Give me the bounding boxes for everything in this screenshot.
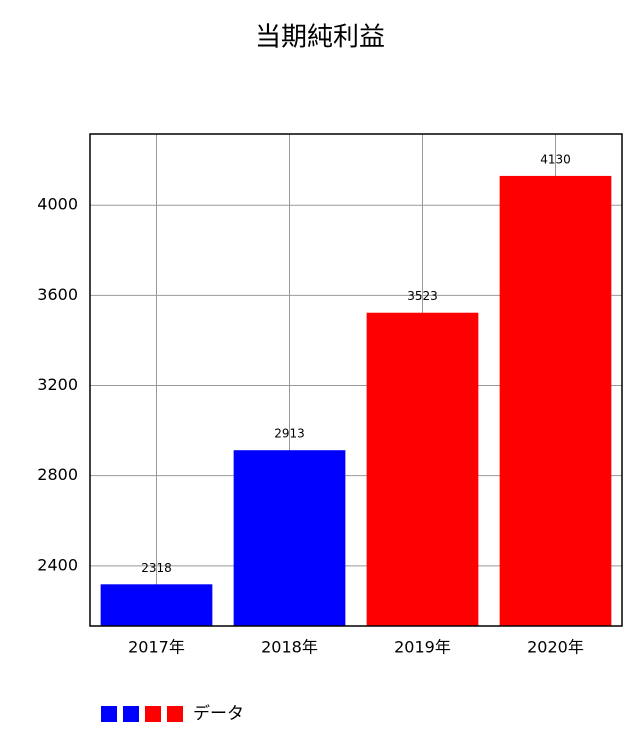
- y-tick-label: 3200: [37, 375, 78, 394]
- value-label: 2913: [274, 427, 305, 441]
- chart-title: 当期純利益: [255, 23, 385, 53]
- legend-swatch: [123, 706, 139, 722]
- x-tick-label: 2017年: [128, 638, 185, 657]
- y-tick-label: 3600: [37, 285, 78, 304]
- y-tick-label: 2400: [37, 555, 78, 574]
- value-label: 4130: [540, 152, 571, 166]
- x-tick-label: 2019年: [394, 638, 451, 657]
- x-tick-label: 2018年: [261, 638, 318, 657]
- plot-frame: [89, 133, 623, 627]
- y-tick-label: 4000: [37, 195, 78, 214]
- bar: [100, 584, 213, 626]
- x-tick-label: 2020年: [527, 638, 584, 657]
- bar: [499, 175, 612, 626]
- legend-label: データ: [193, 703, 244, 724]
- legend-swatch: [145, 706, 161, 722]
- value-label: 3523: [407, 289, 438, 303]
- legend-swatch: [167, 706, 183, 722]
- bar: [233, 450, 346, 626]
- y-tick-label: 2800: [37, 465, 78, 484]
- bar: [366, 312, 479, 626]
- value-label: 2318: [141, 561, 172, 575]
- legend-swatch: [101, 706, 117, 722]
